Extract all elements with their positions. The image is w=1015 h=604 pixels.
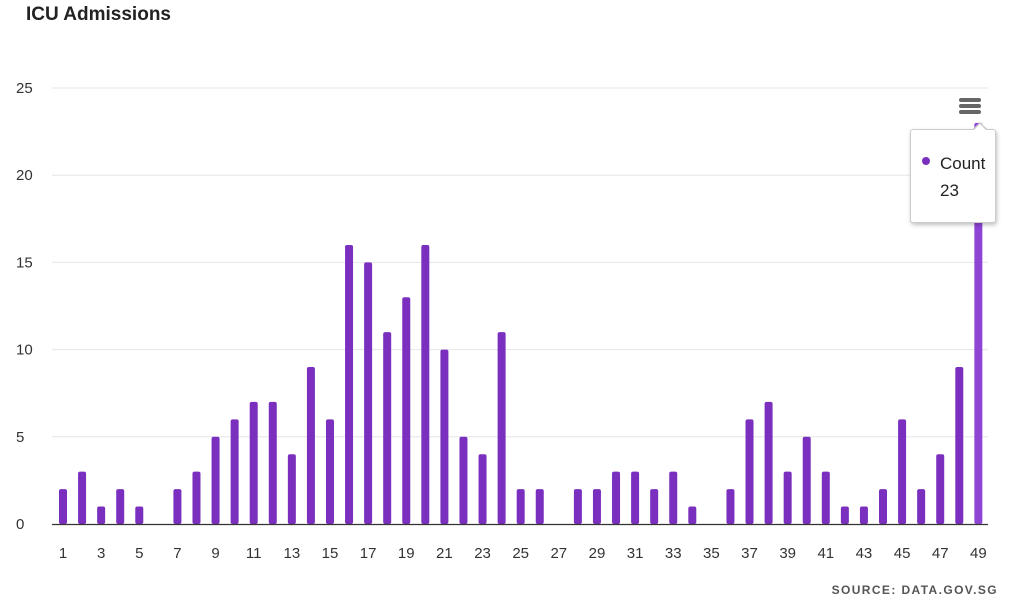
y-tick-label: 10 bbox=[16, 342, 33, 359]
bar-10 bbox=[230, 419, 239, 524]
menu-line bbox=[959, 98, 981, 102]
bar-16 bbox=[345, 244, 354, 524]
x-tick-label: 33 bbox=[665, 545, 682, 562]
bar-15 bbox=[325, 419, 334, 524]
tooltip-arrow-fill bbox=[973, 124, 987, 131]
bar-44 bbox=[879, 489, 888, 524]
x-tick-label: 37 bbox=[741, 545, 758, 562]
bar-37 bbox=[745, 419, 754, 524]
bar-11 bbox=[249, 401, 258, 524]
bar-8 bbox=[192, 471, 201, 524]
tooltip-series-marker bbox=[922, 157, 930, 165]
x-tick-label: 9 bbox=[211, 545, 219, 562]
bar-48 bbox=[955, 367, 964, 524]
bar-18 bbox=[383, 332, 392, 524]
bar-24 bbox=[497, 332, 506, 524]
bar-23 bbox=[478, 454, 487, 524]
bar-9 bbox=[211, 436, 220, 524]
tooltip-series-name: Count bbox=[940, 154, 986, 173]
x-tick-label: 27 bbox=[550, 545, 567, 562]
y-tick-label: 15 bbox=[16, 254, 33, 271]
x-tick-label: 35 bbox=[703, 545, 720, 562]
x-tick-label: 45 bbox=[894, 545, 911, 562]
bar-14 bbox=[306, 367, 315, 524]
x-tick-label: 11 bbox=[246, 545, 262, 562]
source-credit: SOURCE: DATA.GOV.SG bbox=[831, 583, 998, 597]
bar-36 bbox=[726, 489, 735, 524]
bar-13 bbox=[287, 454, 296, 524]
bar-34 bbox=[688, 506, 697, 524]
y-tick-label: 20 bbox=[16, 167, 33, 184]
menu-line bbox=[959, 110, 981, 114]
tooltip: Count 23 bbox=[910, 129, 996, 223]
x-tick-label: 17 bbox=[360, 545, 377, 562]
bar-25 bbox=[516, 489, 525, 524]
x-tick-label: 25 bbox=[512, 545, 529, 562]
bar-4 bbox=[116, 489, 125, 524]
bar-30 bbox=[612, 471, 621, 524]
bar-40 bbox=[802, 436, 811, 524]
bar-3 bbox=[97, 506, 106, 524]
bar-5 bbox=[135, 506, 144, 524]
chart-title: ICU Admissions bbox=[26, 4, 171, 25]
bar-43 bbox=[859, 506, 868, 524]
bar-20 bbox=[421, 244, 430, 524]
x-tick-label: 43 bbox=[856, 545, 873, 562]
x-tick-label: 39 bbox=[779, 545, 796, 562]
x-tick-label: 1 bbox=[59, 545, 67, 562]
x-tick-label: 49 bbox=[970, 545, 987, 562]
bar-22 bbox=[459, 436, 468, 524]
bar-26 bbox=[535, 489, 544, 524]
bar-7 bbox=[173, 489, 182, 524]
x-tick-label: 13 bbox=[283, 545, 300, 562]
bar-49 bbox=[974, 122, 983, 524]
bar-28 bbox=[573, 489, 582, 524]
bar-29 bbox=[592, 489, 601, 524]
bar-2 bbox=[78, 471, 87, 524]
x-tick-label: 23 bbox=[474, 545, 491, 562]
bar-17 bbox=[364, 262, 373, 524]
bar-41 bbox=[821, 471, 830, 524]
bar-12 bbox=[268, 401, 277, 524]
bar-45 bbox=[898, 419, 907, 524]
bar-38 bbox=[764, 401, 773, 524]
bar-31 bbox=[631, 471, 640, 524]
menu-line bbox=[959, 104, 981, 108]
bar-47 bbox=[936, 454, 945, 524]
bar-46 bbox=[917, 489, 926, 524]
x-tick-label: 5 bbox=[135, 545, 143, 562]
bar-1 bbox=[59, 489, 67, 524]
x-tick-label: 7 bbox=[173, 545, 181, 562]
y-tick-label: 5 bbox=[16, 429, 24, 446]
x-tick-label: 41 bbox=[817, 545, 834, 562]
bar-42 bbox=[840, 506, 849, 524]
x-tick-label: 47 bbox=[932, 545, 949, 562]
bar-19 bbox=[402, 297, 411, 524]
x-tick-label: 15 bbox=[322, 545, 339, 562]
bar-32 bbox=[650, 489, 659, 524]
y-tick-label: 0 bbox=[16, 516, 24, 533]
x-tick-label: 19 bbox=[398, 545, 415, 562]
x-tick-label: 29 bbox=[589, 545, 606, 562]
x-tick-label: 21 bbox=[436, 545, 453, 562]
bar-33 bbox=[669, 471, 678, 524]
bar-21 bbox=[440, 349, 449, 524]
y-tick-label: 25 bbox=[16, 80, 33, 97]
x-tick-label: 31 bbox=[627, 545, 644, 562]
hamburger-menu-icon[interactable] bbox=[953, 92, 987, 120]
x-tick-label: 3 bbox=[97, 545, 105, 562]
tooltip-value: 23 bbox=[940, 181, 959, 200]
bar-39 bbox=[783, 471, 792, 524]
